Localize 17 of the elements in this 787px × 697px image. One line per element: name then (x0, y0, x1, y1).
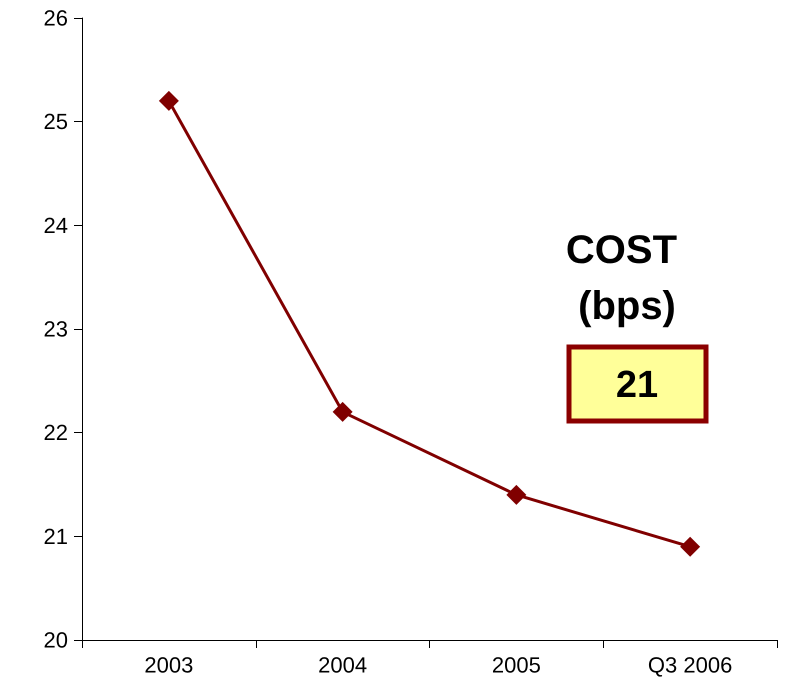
y-tick-label: 22 (44, 420, 68, 446)
annotation: 21 (616, 364, 658, 406)
y-tick-label: 23 (44, 316, 68, 342)
point (158, 90, 179, 111)
x-tick-label: 2003 (144, 652, 194, 678)
point (332, 402, 353, 422)
point (506, 484, 526, 505)
point (680, 536, 700, 557)
y-tick-label: 24 (44, 212, 68, 238)
x-tick-label: 2005 (492, 652, 541, 678)
y-tick-label: 21 (44, 524, 68, 549)
y-tick-label: 20 (44, 628, 68, 652)
x-tick-label: Q3 2006 (648, 652, 732, 678)
x-tick-label: 2004 (318, 652, 368, 678)
annotation: COST (bps) (566, 228, 688, 328)
y-tick-label: 25 (44, 109, 68, 134)
y-tick-label: 26 (44, 6, 68, 30)
